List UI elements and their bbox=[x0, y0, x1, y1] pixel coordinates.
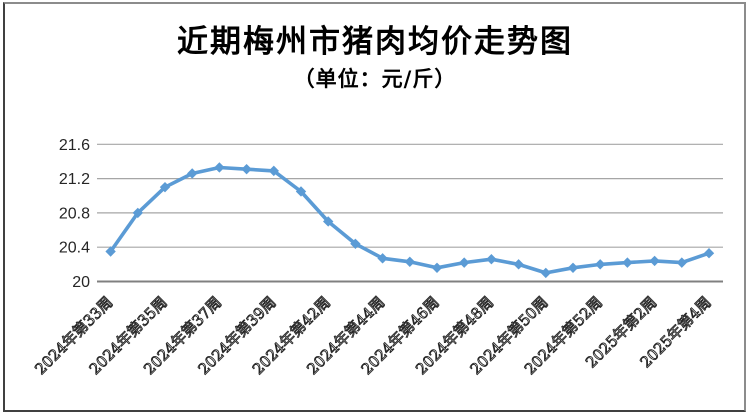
data-point-marker bbox=[187, 168, 198, 179]
y-tick-label: 20.4 bbox=[59, 240, 90, 257]
data-point-marker bbox=[513, 259, 524, 270]
data-point-marker bbox=[323, 216, 334, 227]
data-point-marker bbox=[676, 257, 687, 268]
y-tick-label: 21.2 bbox=[59, 171, 90, 188]
data-point-marker bbox=[295, 186, 307, 197]
data-point-marker bbox=[404, 256, 415, 267]
data-point-marker bbox=[268, 165, 279, 177]
data-point-marker bbox=[567, 262, 579, 273]
data-point-marker bbox=[703, 248, 715, 259]
data-point-marker bbox=[486, 254, 497, 265]
data-point-marker bbox=[350, 238, 361, 249]
data-point-marker bbox=[540, 267, 551, 279]
chart-unit-subtitle: （单位：元/斤） bbox=[293, 66, 457, 91]
y-tick-label: 20 bbox=[72, 274, 90, 291]
data-point-marker bbox=[595, 259, 606, 270]
chart-title: 近期梅州市猪肉均价走势图 bbox=[177, 24, 573, 60]
data-point-marker bbox=[459, 257, 470, 268]
data-point-marker bbox=[431, 262, 443, 273]
data-point-marker bbox=[622, 257, 633, 268]
data-point-marker bbox=[132, 207, 143, 219]
y-tick-label: 20.8 bbox=[59, 205, 90, 222]
data-point-marker bbox=[649, 255, 660, 267]
data-point-marker bbox=[159, 181, 171, 193]
data-point-marker bbox=[105, 246, 116, 257]
data-point-marker bbox=[241, 163, 252, 175]
y-tick-label: 21.6 bbox=[59, 137, 90, 154]
data-point-marker bbox=[377, 253, 388, 264]
data-point-marker bbox=[214, 162, 225, 173]
